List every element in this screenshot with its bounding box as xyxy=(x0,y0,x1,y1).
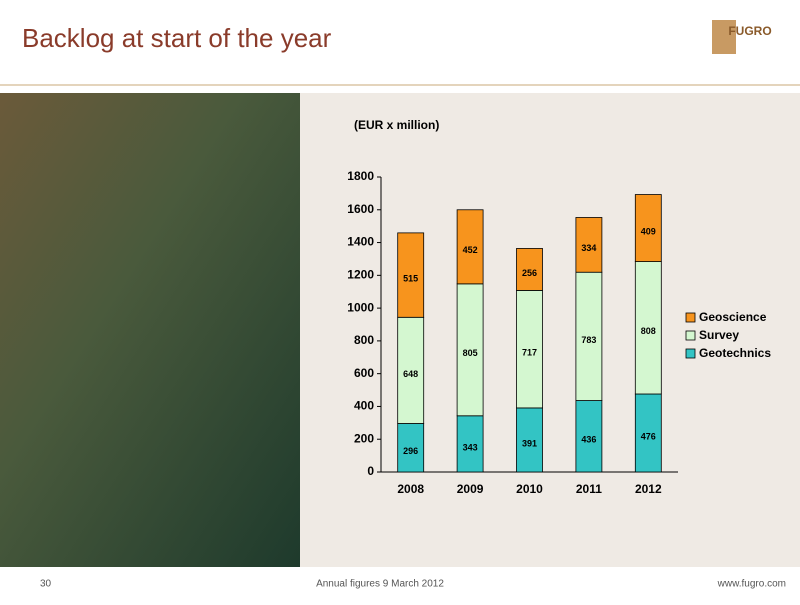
bar-segment xyxy=(575,271,603,401)
data-label: 452 xyxy=(463,245,478,255)
data-label: 476 xyxy=(641,431,656,441)
y-axis-label: (EUR x million) xyxy=(354,118,439,132)
x-tick-label: 2008 xyxy=(397,482,424,496)
legend-label: Geoscience xyxy=(699,310,767,324)
legend-swatch xyxy=(685,330,696,341)
legend-swatch xyxy=(685,312,696,323)
x-tick-label: 2009 xyxy=(457,482,484,496)
logo: FUGRO xyxy=(712,20,772,54)
y-tick-label: 600 xyxy=(354,366,374,380)
y-tick-label: 1000 xyxy=(347,300,374,314)
page-number: 30 xyxy=(40,579,52,590)
photo xyxy=(0,93,300,567)
bar-segment xyxy=(456,283,484,417)
y-tick-label: 1800 xyxy=(347,169,374,183)
y-tick-label: 1200 xyxy=(347,268,374,282)
data-label: 436 xyxy=(581,435,596,445)
x-tick-label: 2011 xyxy=(576,482,602,496)
data-label: 808 xyxy=(641,326,656,336)
data-label: 717 xyxy=(522,348,537,358)
bar-segment xyxy=(516,407,543,473)
bar-segment xyxy=(634,261,662,395)
data-label: 343 xyxy=(463,442,478,452)
y-tick-label: 0 xyxy=(367,464,374,478)
bar-segment xyxy=(456,209,484,285)
logo-text: FUGRO xyxy=(728,24,771,38)
data-label: 334 xyxy=(581,243,596,253)
x-tick-label: 2010 xyxy=(516,482,543,496)
data-label: 256 xyxy=(522,268,537,278)
legend-label: Survey xyxy=(699,328,739,342)
bar-segment xyxy=(575,217,603,273)
bar-segment xyxy=(397,232,425,318)
y-tick-label: 200 xyxy=(354,431,374,445)
data-label: 783 xyxy=(581,335,596,345)
y-tick-label: 1600 xyxy=(347,202,374,216)
data-label: 296 xyxy=(403,446,418,456)
bar-segment xyxy=(634,194,662,262)
legend-label: Geotechnics xyxy=(699,346,771,360)
bar-segment xyxy=(634,393,662,473)
bar-segment xyxy=(516,248,543,291)
bar-segment xyxy=(456,415,484,473)
data-label: 648 xyxy=(403,369,418,379)
y-tick-label: 400 xyxy=(354,399,374,413)
chart-panel xyxy=(300,93,800,567)
y-tick-label: 800 xyxy=(354,333,374,347)
data-label: 805 xyxy=(463,348,478,358)
footer: Annual figures 9 March 2012 xyxy=(316,579,444,590)
x-tick-label: 2012 xyxy=(635,482,662,496)
url: www.fugro.com xyxy=(717,579,786,590)
bar-segment xyxy=(397,316,425,424)
data-label: 409 xyxy=(641,226,656,236)
y-tick-label: 1400 xyxy=(347,235,374,249)
data-label: 391 xyxy=(522,438,537,448)
slide-title: Backlog at start of the year xyxy=(22,23,332,53)
bar-segment xyxy=(575,400,603,473)
legend-swatch xyxy=(685,348,696,359)
data-label: 515 xyxy=(403,273,418,283)
bar-segment xyxy=(516,290,543,409)
